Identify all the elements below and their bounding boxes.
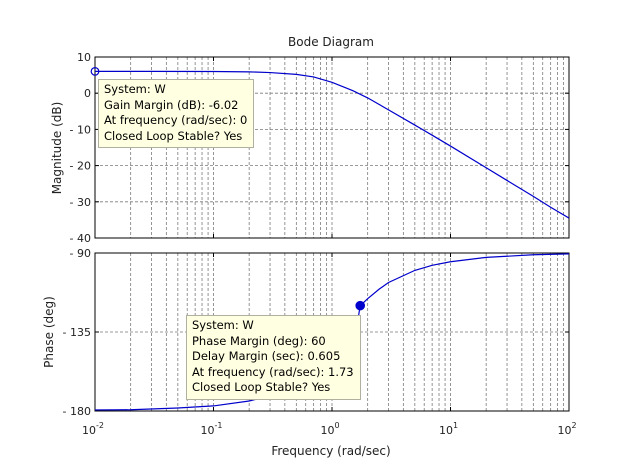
- y-tick-label: - 90: [70, 247, 91, 260]
- y-tick-label: 10: [77, 51, 91, 64]
- magnitude-axis-label: Magnitude (dB): [50, 102, 64, 195]
- gain-margin-datatip: System: W Gain Margin (dB): -6.02 At fre…: [98, 79, 255, 148]
- y-tick-label: - 20: [70, 160, 91, 173]
- x-tick-label: 100: [320, 421, 339, 437]
- phase-tip-line: Closed Loop Stable? Yes: [192, 380, 331, 394]
- x-tick-label: 10-1: [201, 421, 223, 437]
- gain-tip-line: At frequency (rad/sec): 0: [104, 113, 248, 127]
- y-tick-label: 0: [84, 87, 91, 100]
- phase-axis-label: Phase (deg): [42, 296, 56, 368]
- y-tick-label: - 30: [70, 196, 91, 209]
- y-tick-label: - 40: [70, 232, 91, 245]
- y-tick-label: - 135: [63, 326, 91, 339]
- gain-tip-line: Closed Loop Stable? Yes: [104, 128, 243, 143]
- gain-tip-line: Gain Margin (dB): -6.02: [104, 97, 239, 112]
- y-tick-label: - 10: [70, 123, 91, 136]
- x-tick-label: 101: [439, 421, 458, 437]
- y-tick-label: - 180: [63, 405, 91, 418]
- x-tick-label: 102: [557, 421, 576, 437]
- gain-margin-marker: [90, 67, 100, 76]
- phase-margin-datatip: System: W Phase Margin (deg): 60 Delay M…: [186, 315, 361, 400]
- x-tick-label: 10-2: [82, 421, 104, 437]
- phase-margin-marker: [355, 300, 366, 311]
- gain-tip-line: System: W: [104, 82, 166, 96]
- phase-tip-line: Phase Margin (deg): 60: [192, 333, 326, 348]
- phase-tip-line: System: W: [192, 318, 254, 332]
- phase-tip-line: Delay Margin (sec): 0.605: [192, 349, 341, 363]
- chart-title: Bode Diagram: [288, 35, 374, 49]
- bode-series-line: [95, 70, 569, 219]
- frequency-axis-label: Frequency (rad/sec): [271, 444, 390, 458]
- phase-tip-line: At frequency (rad/sec): 1.73: [192, 364, 354, 379]
